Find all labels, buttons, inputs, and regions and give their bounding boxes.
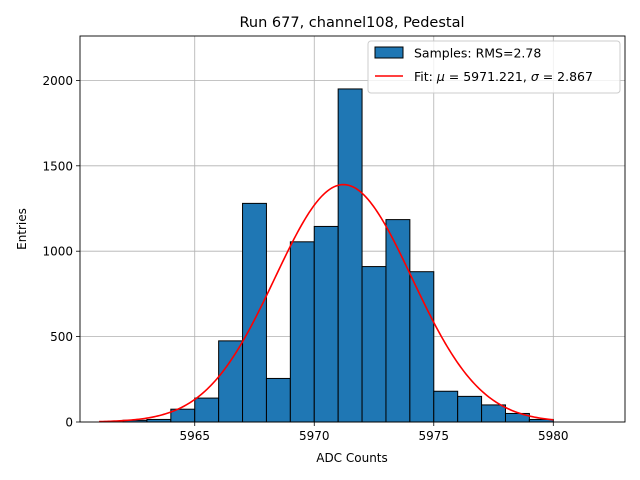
histogram-bar [242,202,267,423]
fit-curve [99,183,554,423]
y-axis-ticks: 0 500 1000 1500 2000 [42,74,80,430]
x-tick-label: 5965 [179,429,210,443]
plot-frame [79,35,626,423]
legend-samples-label: Samples: RMS=2.78 [414,46,541,61]
legend-samples-swatch [374,46,404,59]
y-tick-label: 2000 [42,74,73,88]
legend-fit-sigma-value: = 2.867 [539,69,593,84]
y-tick-label: 1500 [42,159,73,173]
histogram-bars [122,88,554,423]
x-tick-label: 5980 [538,429,569,443]
histogram-bar [361,266,387,423]
y-tick-label: 500 [50,330,73,344]
histogram-bar [457,395,483,423]
x-axis-label: ADC Counts [316,451,388,465]
histogram-bar [265,377,291,423]
legend-fit-mu-value: = 5971.221, [445,69,531,84]
legend-fit-sigma-symbol: σ [531,69,540,84]
legend: Samples: RMS=2.78 Fit: μ = 5971.221, σ =… [367,40,621,94]
histogram-bar [433,390,459,423]
histogram-bar [313,225,339,423]
chart-title: Run 677, channel108, Pedestal [239,15,464,31]
x-axis-ticks: 5965 5970 5975 5980 [179,422,569,443]
legend-box [367,40,621,94]
y-axis-label: Entries [15,208,29,250]
y-tick-label: 1000 [42,245,73,259]
legend-fit-prefix: Fit: [414,69,437,84]
x-tick-label: 5970 [299,429,330,443]
histogram-bar [218,340,244,423]
x-tick-label: 5975 [418,429,449,443]
legend-fit-mu-symbol: μ [436,69,445,84]
histogram-bar [337,88,363,423]
histogram-bar [289,241,315,423]
y-tick-label: 0 [65,416,73,430]
legend-fit-label: Fit: μ = 5971.221, σ = 2.867 [414,69,593,84]
histogram-bar [194,397,220,423]
histogram-bar [409,271,435,423]
histogram-bar [481,404,506,423]
